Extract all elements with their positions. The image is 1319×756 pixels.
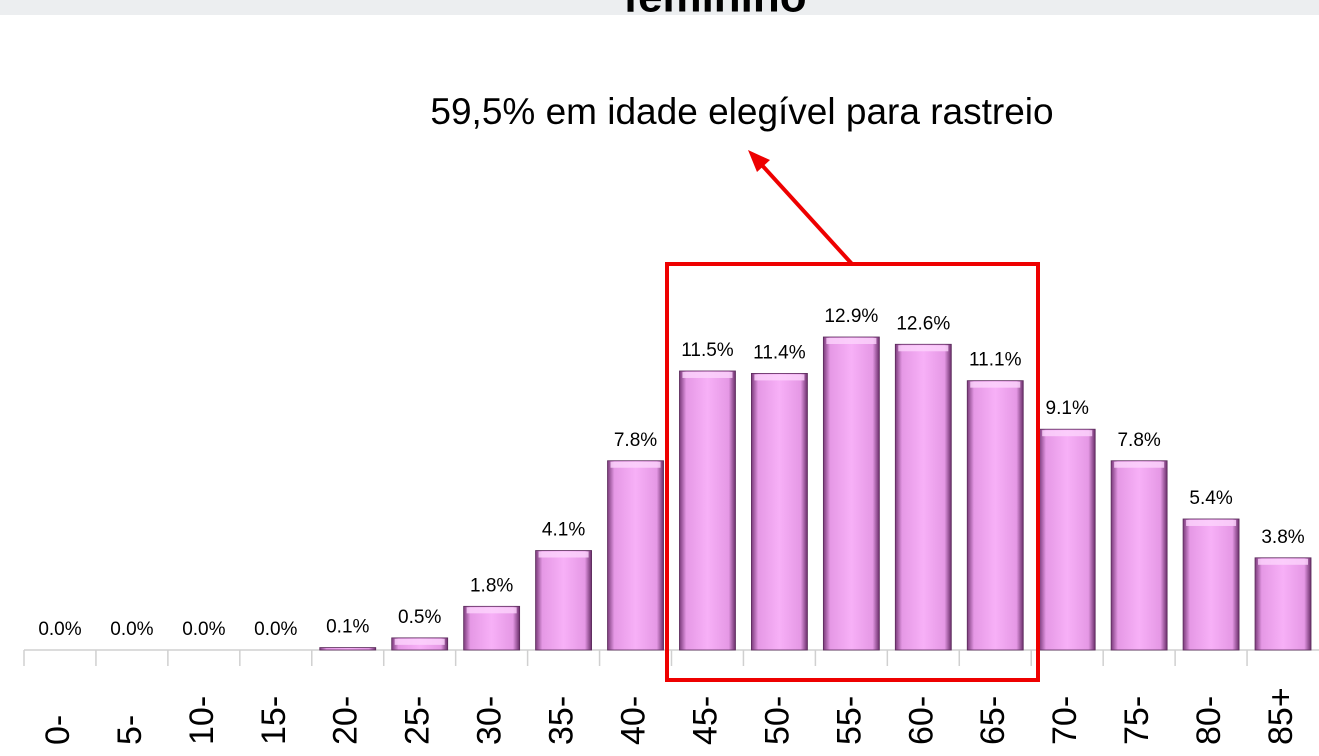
x-tick-label: 50- <box>758 696 796 745</box>
value-label: 0.0% <box>110 619 153 640</box>
bar <box>1038 428 1096 651</box>
value-label: 11.1% <box>969 350 1022 371</box>
x-tick-label: 15- <box>255 696 293 745</box>
bar-bevel <box>826 338 877 344</box>
bar <box>319 647 377 651</box>
x-tick-label: 55- <box>830 696 868 745</box>
bar-bevel <box>538 551 589 558</box>
x-tick-label: 5- <box>111 715 149 745</box>
x-tick-label: 60- <box>902 696 940 745</box>
value-label: 0.0% <box>182 619 225 640</box>
value-label: 3.8% <box>1261 527 1304 548</box>
bar <box>679 370 736 651</box>
value-label: 11.4% <box>753 342 806 363</box>
x-tick-label: 70- <box>1046 696 1084 745</box>
bar-bevel <box>1186 519 1237 526</box>
bar-bevel <box>754 374 805 381</box>
x-tick-label: 10- <box>183 696 221 745</box>
bar-bevel <box>1258 558 1309 565</box>
bar <box>751 372 808 651</box>
chart-title: feminino <box>623 0 806 22</box>
arrow-head <box>748 150 770 172</box>
value-label: 5.4% <box>1189 488 1232 509</box>
x-tick-label: 30- <box>471 696 509 745</box>
bar-bevel <box>466 607 517 614</box>
bar <box>822 336 880 651</box>
value-label: 0.1% <box>326 617 369 638</box>
arrow-line <box>758 161 854 266</box>
value-label: 0.5% <box>398 607 441 628</box>
bar-bevel <box>1114 461 1165 468</box>
value-label: 0.0% <box>254 619 297 640</box>
bar-bevel <box>610 461 661 468</box>
value-label: 4.1% <box>542 520 585 541</box>
x-tick-label: 85+ <box>1262 687 1300 745</box>
bar <box>1254 557 1312 651</box>
bar-bevel <box>682 371 733 378</box>
bar-bevel <box>394 638 445 645</box>
x-tick-label: 25- <box>399 696 437 745</box>
x-tick-label: 65- <box>974 696 1012 745</box>
bar <box>966 380 1024 651</box>
bar <box>463 605 521 651</box>
bar <box>535 550 592 651</box>
bar <box>894 343 952 651</box>
value-label: 9.1% <box>1046 398 1089 419</box>
highlight-box <box>665 262 1040 682</box>
value-label: 7.8% <box>614 430 657 451</box>
value-label: 11.5% <box>681 340 734 361</box>
x-tick-label: 35- <box>543 696 581 745</box>
bar <box>1110 460 1168 651</box>
value-label: 12.9% <box>824 306 878 327</box>
x-tick-label: 20- <box>327 696 365 745</box>
bar-bevel <box>970 381 1021 388</box>
bar-bevel <box>898 345 949 352</box>
value-label: 12.6% <box>896 313 950 334</box>
bar-bevel <box>1042 430 1093 437</box>
x-tick-label: 45- <box>686 696 724 745</box>
x-tick-label: 80- <box>1190 696 1228 745</box>
value-label: 1.8% <box>470 575 513 596</box>
bar <box>607 460 664 651</box>
bar <box>1182 518 1240 651</box>
value-label: 0.0% <box>38 619 81 640</box>
x-tick-label: 0- <box>39 715 77 745</box>
annotation: 59,5% em idade elegível para rastreio <box>430 91 1053 132</box>
header-band <box>0 0 1319 15</box>
x-tick-label: 40- <box>615 696 653 745</box>
x-tick-label: 75- <box>1118 696 1156 745</box>
value-label: 7.8% <box>1117 430 1160 451</box>
bars: 0.0% 0- 0.0% 5- 0.0% 10- 0.0% 15- 0.1% 20- 0.5% 25-… <box>23 306 1312 745</box>
